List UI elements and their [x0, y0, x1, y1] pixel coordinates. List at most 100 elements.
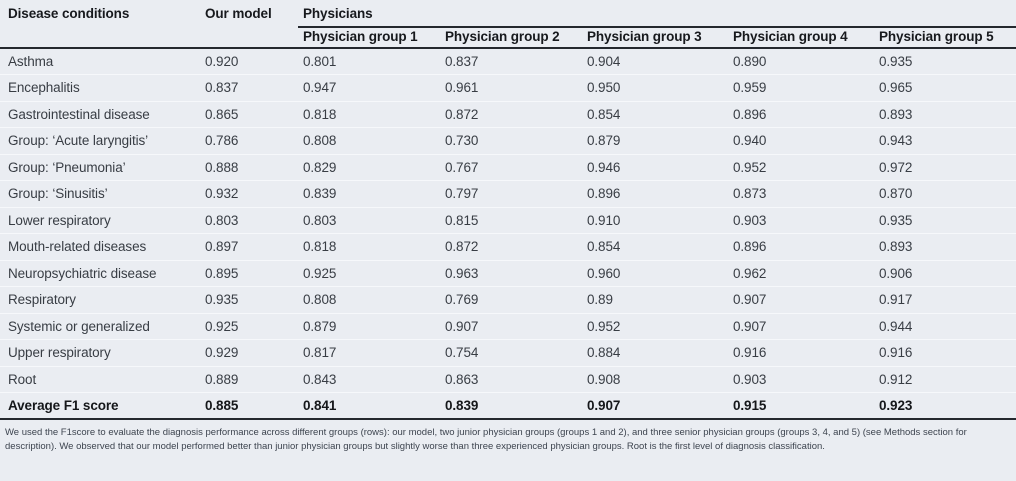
- cell-value: 0.959: [728, 74, 874, 101]
- cell-value: 0.801: [303, 54, 337, 69]
- cell-value: 0.916: [728, 339, 874, 366]
- cell-value: 0.952: [582, 312, 728, 340]
- cell-value: 0.889: [200, 365, 298, 393]
- row-label: Root: [0, 365, 200, 393]
- table-row: Neuropsychiatric disease 0.895 0.925 0.963 0…: [0, 259, 1016, 287]
- cell-value: 0.872: [440, 100, 582, 128]
- column-header-our-model: Our model: [205, 6, 272, 21]
- table-row: Upper respiratory 0.929 0.817 0.754 0.884 0.9…: [0, 339, 1016, 366]
- cell-value: 0.863: [440, 365, 582, 393]
- column-header-physician-group-5: Physician group 5: [874, 27, 1016, 49]
- cell-value: 0.818: [298, 233, 440, 260]
- table-row: Root 0.889 0.843 0.863 0.908 0.903 0.912: [0, 365, 1016, 393]
- cell-value: 0.854: [582, 233, 728, 260]
- row-label: Upper respiratory: [0, 339, 200, 366]
- cell-value: 0.962: [728, 259, 874, 287]
- cell-value: 0.895: [200, 259, 298, 287]
- cell-value: 0.896: [728, 100, 874, 128]
- cell-value: 0.903: [728, 365, 874, 393]
- cell-value: 0.893: [874, 100, 1016, 128]
- column-header-physician-group-2: Physician group 2: [440, 27, 582, 49]
- cell-value: 0.89: [582, 286, 728, 313]
- column-header-disease-conditions: Disease conditions: [8, 6, 130, 21]
- cell-value: 0.803: [200, 206, 298, 234]
- cell-value: 0.884: [582, 339, 728, 366]
- cell-value: 0.754: [440, 339, 582, 366]
- row-label: Asthma: [8, 54, 54, 69]
- cell-value: 0.839: [298, 180, 440, 207]
- row-label: Group: ‘Pneumonia’: [0, 153, 200, 181]
- row-label: Systemic or generalized: [0, 312, 200, 340]
- row-label: Gastrointestinal disease: [0, 100, 200, 128]
- average-row: Average F1 score 0.885 0.841 0.839 0.907 0.91…: [0, 392, 1016, 420]
- cell-value: 0.907: [728, 312, 874, 340]
- cell-value: 0.912: [874, 365, 1016, 393]
- cell-value: 0.818: [298, 100, 440, 128]
- table-row: Asthma 0.920 0.801 0.837 0.904 0.890 0.935: [0, 48, 1016, 75]
- cell-value: 0.963: [440, 259, 582, 287]
- header-row-groups: Physician group 1 Physician group 2 Phys…: [0, 27, 1016, 49]
- cell-value: 0.925: [200, 312, 298, 340]
- cell-value: 0.837: [200, 74, 298, 101]
- cell-value: 0.907: [728, 286, 874, 313]
- cell-value: 0.932: [200, 180, 298, 207]
- cell-value: 0.896: [728, 233, 874, 260]
- cell-value: 0.843: [298, 365, 440, 393]
- column-header-physicians-span: Physicians: [298, 0, 1016, 28]
- cell-value: 0.879: [298, 312, 440, 340]
- cell-value: 0.829: [298, 153, 440, 181]
- cell-value: 0.907: [440, 312, 582, 340]
- row-label: Lower respiratory: [0, 206, 200, 234]
- cell-value: 0.925: [298, 259, 440, 287]
- cell-value: 0.817: [298, 339, 440, 366]
- cell-value: 0.929: [200, 339, 298, 366]
- table-footnote: We used the F1score to evaluate the diag…: [5, 427, 967, 453]
- cell-value: 0.935: [874, 206, 1016, 234]
- cell-value: 0.935: [879, 54, 913, 69]
- row-label: Respiratory: [0, 286, 200, 313]
- cell-value: 0.952: [728, 153, 874, 181]
- cell-value: 0.888: [200, 153, 298, 181]
- cell-value: 0.839: [440, 392, 582, 420]
- cell-value: 0.943: [874, 127, 1016, 154]
- cell-value: 0.837: [445, 54, 479, 69]
- table-row: Respiratory 0.935 0.808 0.769 0.89 0.907 0.917: [0, 286, 1016, 313]
- cell-value: 0.893: [874, 233, 1016, 260]
- cell-value: 0.972: [874, 153, 1016, 181]
- cell-value: 0.767: [440, 153, 582, 181]
- cell-value: 0.879: [582, 127, 728, 154]
- cell-value: 0.854: [582, 100, 728, 128]
- row-label: Group: ‘Sinusitis’: [0, 180, 200, 207]
- cell-value: 0.906: [874, 259, 1016, 287]
- column-header-physician-group-1: Physician group 1: [298, 27, 440, 49]
- table-row: Encephalitis 0.837 0.947 0.961 0.950 0.959 0.9…: [0, 74, 1016, 101]
- table-row: Group: ‘Pneumonia’ 0.888 0.829 0.767 0.946 0.…: [0, 153, 1016, 181]
- cell-value: 0.944: [874, 312, 1016, 340]
- cell-value: 0.872: [440, 233, 582, 260]
- cell-value: 0.935: [200, 286, 298, 313]
- row-label: Mouth-related diseases: [0, 233, 200, 260]
- cell-value: 0.808: [298, 127, 440, 154]
- f1-score-table: Disease conditions Our model Physicians …: [0, 0, 1016, 420]
- table-row: Gastrointestinal disease 0.865 0.818 0.872 0…: [0, 100, 1016, 128]
- table-body: Asthma 0.920 0.801 0.837 0.904 0.890 0.935 Ence…: [0, 48, 1016, 420]
- cell-value: 0.903: [728, 206, 874, 234]
- column-header-physician-group-4: Physician group 4: [728, 27, 874, 49]
- cell-value: 0.897: [200, 233, 298, 260]
- table-row: Mouth-related diseases 0.897 0.818 0.872 0.8…: [0, 233, 1016, 260]
- cell-value: 0.910: [582, 206, 728, 234]
- table-row: Group: ‘Sinusitis’ 0.932 0.839 0.797 0.896 0.…: [0, 180, 1016, 207]
- cell-value: 0.904: [587, 54, 621, 69]
- cell-value: 0.803: [298, 206, 440, 234]
- cell-value: 0.917: [874, 286, 1016, 313]
- cell-value: 0.896: [582, 180, 728, 207]
- row-label: Neuropsychiatric disease: [0, 259, 200, 287]
- cell-value: 0.965: [874, 74, 1016, 101]
- header-row-top: Disease conditions Our model Physicians: [0, 0, 1016, 28]
- cell-value: 0.873: [728, 180, 874, 207]
- cell-value: 0.907: [582, 392, 728, 420]
- cell-value: 0.946: [582, 153, 728, 181]
- table-row: Systemic or generalized 0.925 0.879 0.907 0.…: [0, 312, 1016, 340]
- cell-value: 0.786: [200, 127, 298, 154]
